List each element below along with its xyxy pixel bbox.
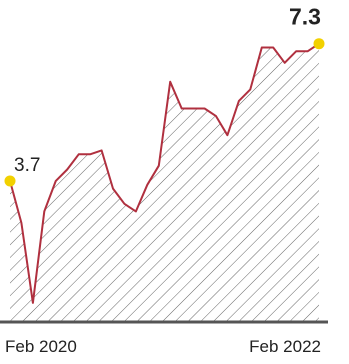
area-fill: [10, 43, 319, 322]
data-label: 3.7: [14, 155, 40, 176]
data-point-marker: [313, 38, 325, 50]
x-tick-label: Feb 2020: [5, 337, 77, 356]
x-tick-label: Feb 2022: [249, 337, 321, 356]
data-point-marker: [4, 175, 16, 187]
series-line: [9, 42, 320, 304]
data-label: 7.3: [289, 4, 321, 30]
